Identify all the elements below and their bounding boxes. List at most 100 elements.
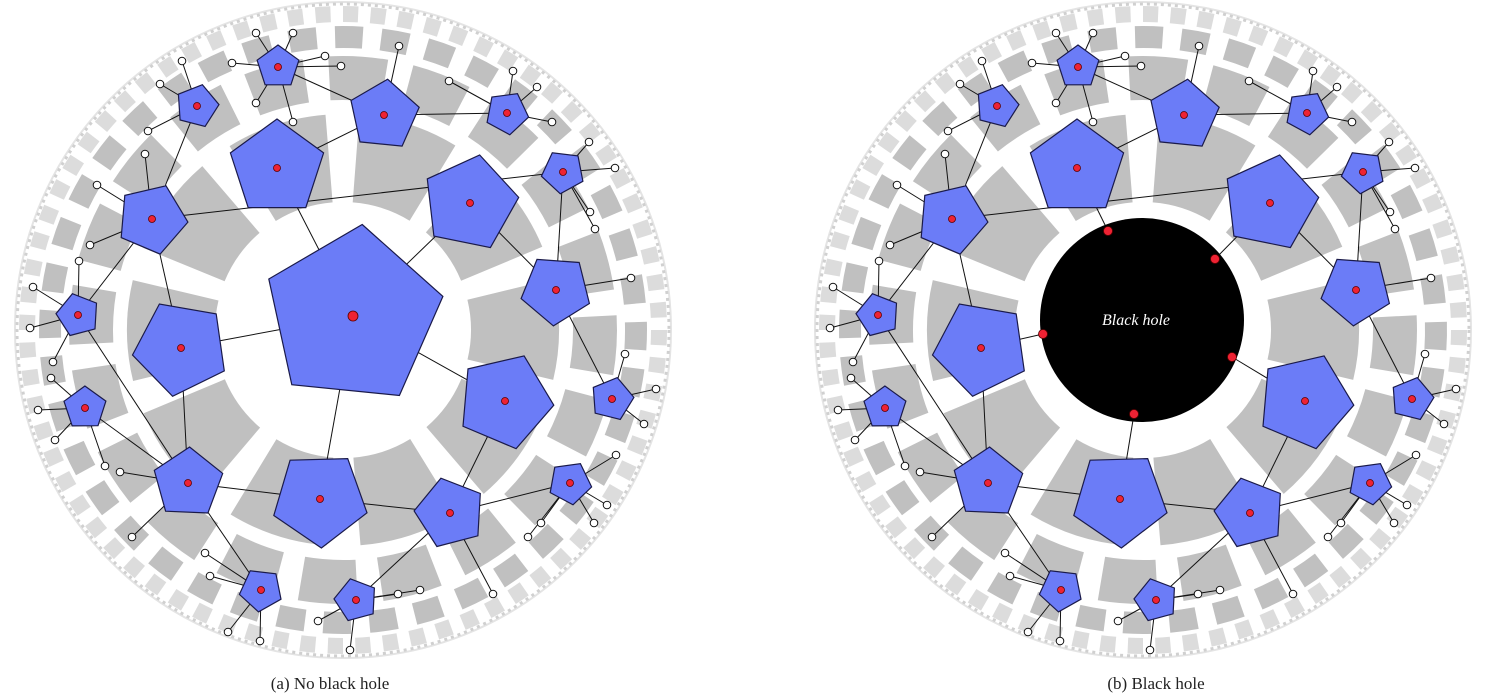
tile-b bbox=[1307, 582, 1329, 604]
leaf-node-b bbox=[1323, 532, 1333, 542]
tile-b bbox=[1127, 637, 1143, 654]
leaf-node-a bbox=[547, 117, 557, 127]
tile-b bbox=[1359, 489, 1394, 525]
tile-b bbox=[840, 355, 866, 386]
tile-a bbox=[377, 544, 442, 601]
tile-b bbox=[821, 368, 840, 387]
tile-a bbox=[569, 528, 592, 550]
leaf-node-a bbox=[444, 76, 454, 86]
tile-b bbox=[1408, 228, 1438, 262]
tile-a bbox=[569, 315, 617, 376]
tile-a bbox=[123, 556, 145, 579]
leaf-node-a bbox=[313, 616, 323, 626]
tile-b bbox=[1122, 611, 1152, 635]
leaf-node-a bbox=[177, 56, 187, 66]
leaf-node-a bbox=[651, 384, 661, 394]
node-center-b bbox=[1152, 596, 1160, 604]
tile-a bbox=[103, 537, 126, 560]
tile-b bbox=[1402, 484, 1424, 506]
edge-a bbox=[77, 314, 189, 484]
node-center-a bbox=[503, 109, 511, 117]
leaf-node-a bbox=[46, 373, 56, 383]
tile-a bbox=[396, 10, 415, 30]
leaf-node-b bbox=[833, 405, 843, 415]
tile-a bbox=[648, 356, 666, 374]
leaf-node-b bbox=[1385, 207, 1395, 217]
tile-a bbox=[604, 409, 635, 444]
tile-a bbox=[51, 216, 82, 251]
tile-a bbox=[411, 595, 445, 625]
tile-a bbox=[299, 635, 317, 653]
leaf-node-a bbox=[620, 349, 630, 359]
tile-a bbox=[615, 460, 637, 481]
tile-a bbox=[43, 446, 64, 467]
tile-a bbox=[608, 228, 638, 262]
tile-a bbox=[640, 246, 660, 265]
node-center-b bbox=[1301, 397, 1309, 405]
tile-a bbox=[473, 36, 494, 58]
tile-a bbox=[507, 582, 529, 604]
tile-a bbox=[23, 258, 43, 277]
tile-a bbox=[502, 79, 538, 114]
leaf-node-b bbox=[1390, 224, 1400, 234]
node-center-b bbox=[1303, 109, 1311, 117]
black-hole-port bbox=[1210, 254, 1220, 264]
leaf-node-b bbox=[1451, 384, 1461, 394]
leaf-node-a bbox=[589, 518, 599, 528]
tile-b bbox=[1032, 20, 1052, 41]
node-center-a bbox=[257, 586, 265, 594]
tile-a bbox=[63, 440, 96, 476]
tile-a bbox=[232, 20, 252, 41]
tile-a bbox=[586, 506, 609, 529]
tile-b bbox=[1259, 609, 1280, 630]
pentagon-hub-a bbox=[273, 457, 368, 549]
tile-b bbox=[1293, 553, 1329, 588]
tile-a bbox=[181, 42, 202, 64]
node-center-b bbox=[874, 311, 882, 319]
tile-a bbox=[519, 64, 542, 87]
tile-a bbox=[355, 636, 372, 654]
tile-b bbox=[967, 589, 989, 611]
tile-b bbox=[897, 432, 965, 503]
leaf-node-a bbox=[33, 405, 43, 415]
tile-b bbox=[1211, 595, 1245, 625]
tile-b bbox=[944, 573, 967, 596]
tile-b bbox=[1328, 523, 1364, 559]
tile-b bbox=[1409, 168, 1431, 189]
tile-b bbox=[1440, 246, 1460, 265]
tile-a bbox=[327, 637, 343, 654]
node-center-a bbox=[81, 404, 89, 412]
tile-b bbox=[892, 135, 927, 171]
leaf-node-b bbox=[1215, 585, 1225, 595]
tile-a bbox=[434, 619, 454, 640]
tile-b bbox=[1222, 17, 1242, 37]
caption-black-hole: (b) Black hole bbox=[1107, 674, 1205, 693]
tile-b bbox=[1086, 8, 1105, 27]
tile-b bbox=[1143, 6, 1159, 23]
node-center-a bbox=[566, 479, 574, 487]
tile-b bbox=[1427, 435, 1448, 456]
tile-b bbox=[894, 110, 917, 132]
node-center-a bbox=[347, 310, 359, 322]
tile-b bbox=[843, 446, 864, 467]
leaf-node-a bbox=[288, 117, 298, 127]
leaf-node-a bbox=[626, 273, 636, 283]
tile-a bbox=[493, 553, 529, 588]
tile-a bbox=[167, 589, 189, 611]
tile-b bbox=[1319, 64, 1342, 87]
leaf-node-b bbox=[1288, 589, 1298, 599]
tile-b bbox=[841, 262, 869, 294]
tile-a bbox=[33, 421, 54, 441]
node-center-a bbox=[501, 397, 509, 405]
black-hole-label: Black hole bbox=[1102, 312, 1170, 329]
tile-b bbox=[1099, 635, 1117, 653]
tile-a bbox=[379, 28, 411, 56]
node-center-a bbox=[380, 111, 388, 119]
tile-a bbox=[271, 630, 290, 650]
tile-b bbox=[1155, 636, 1172, 654]
tile-b bbox=[1415, 460, 1437, 481]
tile-a bbox=[609, 168, 631, 189]
leaf-node-a bbox=[227, 58, 237, 68]
leaf-node-a bbox=[251, 28, 261, 38]
tile-a bbox=[334, 25, 364, 49]
